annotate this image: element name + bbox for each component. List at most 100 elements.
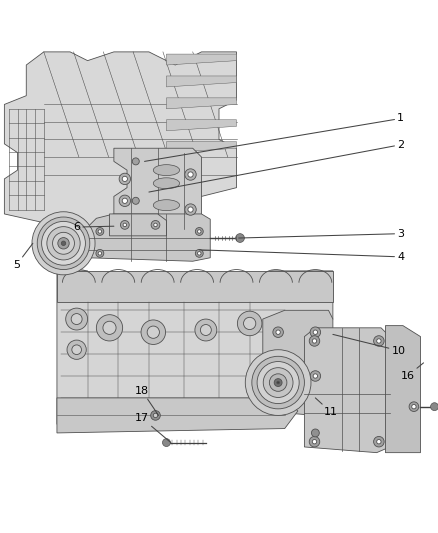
Circle shape [120,221,129,229]
Circle shape [98,252,102,255]
Text: 4: 4 [199,250,404,262]
Circle shape [409,402,419,411]
Circle shape [374,336,384,346]
Polygon shape [57,271,333,302]
Circle shape [377,440,381,444]
Circle shape [147,326,159,338]
Circle shape [122,198,127,204]
Circle shape [141,320,166,344]
Circle shape [53,232,74,254]
Circle shape [162,439,170,447]
Circle shape [309,336,320,346]
Circle shape [412,405,416,409]
Circle shape [277,381,279,384]
Polygon shape [4,52,237,227]
Circle shape [122,176,127,182]
Circle shape [151,221,160,229]
Circle shape [273,371,283,381]
Text: 2: 2 [149,140,404,192]
Circle shape [377,339,381,343]
Polygon shape [166,120,237,131]
Circle shape [98,230,102,233]
Polygon shape [166,54,237,65]
Circle shape [188,172,193,177]
Circle shape [188,207,193,212]
Text: 11: 11 [315,398,338,417]
Circle shape [310,327,321,337]
Circle shape [103,321,116,334]
Circle shape [37,217,90,270]
Polygon shape [114,148,201,229]
Circle shape [273,327,283,337]
Circle shape [67,340,86,359]
Circle shape [185,204,196,215]
Polygon shape [57,398,298,433]
Circle shape [312,339,317,343]
Text: 1: 1 [145,114,404,161]
Circle shape [195,319,217,341]
Circle shape [123,223,127,227]
Circle shape [198,252,201,255]
Circle shape [58,238,69,249]
Circle shape [66,308,88,330]
Circle shape [236,233,244,243]
Circle shape [198,230,201,233]
Polygon shape [166,98,237,109]
Circle shape [32,212,95,275]
Circle shape [257,361,299,403]
Circle shape [61,241,66,246]
Circle shape [374,437,384,447]
Ellipse shape [153,200,180,211]
Circle shape [96,228,104,236]
Text: 18: 18 [135,386,159,415]
Text: 6: 6 [73,222,114,232]
Circle shape [244,317,256,329]
Text: 3: 3 [239,229,404,239]
Polygon shape [304,328,390,453]
Circle shape [200,325,211,335]
Text: 5: 5 [13,243,33,270]
Circle shape [96,249,104,257]
Text: 16: 16 [400,363,424,381]
Circle shape [311,429,319,437]
Circle shape [313,330,318,334]
Circle shape [310,371,321,381]
Polygon shape [263,310,333,415]
Circle shape [132,197,139,204]
Circle shape [96,314,123,341]
Circle shape [72,345,81,354]
Polygon shape [166,142,237,152]
Circle shape [185,169,196,180]
Polygon shape [385,326,420,453]
Circle shape [237,311,262,336]
Ellipse shape [153,165,180,175]
Circle shape [263,368,293,398]
Circle shape [245,350,311,415]
Circle shape [153,413,158,418]
Ellipse shape [153,178,180,189]
Circle shape [195,228,203,236]
Text: 10: 10 [333,334,406,356]
Circle shape [269,374,287,391]
Polygon shape [110,214,166,236]
Circle shape [313,374,318,378]
Circle shape [276,374,280,378]
Circle shape [274,378,282,386]
Circle shape [119,195,131,206]
Circle shape [71,313,82,325]
Circle shape [276,330,280,334]
Circle shape [431,403,438,410]
Polygon shape [166,76,237,87]
Circle shape [151,410,160,420]
Circle shape [42,221,85,265]
Text: 17: 17 [135,414,171,442]
Circle shape [119,173,131,184]
Circle shape [252,356,304,409]
Circle shape [47,227,80,260]
Polygon shape [88,214,210,261]
Circle shape [309,437,320,447]
Circle shape [195,249,203,257]
Circle shape [154,223,157,227]
Circle shape [132,158,139,165]
Circle shape [312,440,317,444]
